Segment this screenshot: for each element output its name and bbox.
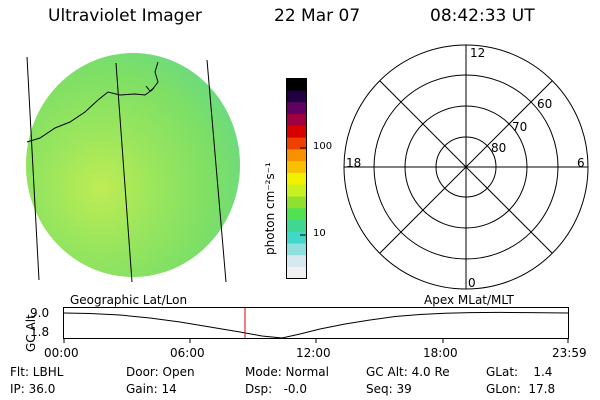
colorbar-tick-100: 100	[313, 141, 333, 152]
x-tick-1200: 12:00	[296, 346, 331, 360]
colorbar-band	[286, 125, 307, 138]
time-label: 08:42:33 UT	[430, 6, 535, 26]
gc-alt-y-min: 1.8	[30, 325, 50, 339]
colorbar-band	[286, 172, 307, 185]
colorbar-band	[286, 137, 307, 150]
lat-label-60: 60	[537, 97, 553, 111]
colorbar-band	[286, 196, 307, 209]
colorbar-band	[286, 219, 307, 232]
x-tick-0000: 00:00	[44, 346, 79, 360]
lat-label-80: 80	[491, 141, 507, 155]
colorbar-band	[286, 90, 307, 103]
gc-alt-y-max: 9.0	[30, 306, 50, 320]
x-tick-0600: 06:00	[170, 346, 205, 360]
status-glat: GLat: 1.4	[486, 365, 553, 379]
colorbar-band	[286, 149, 307, 162]
x-tick-1800: 18:00	[423, 346, 458, 360]
colorbar-band	[286, 184, 307, 197]
colorbar-band	[286, 102, 307, 115]
status-mode: Mode: Normal	[245, 365, 329, 379]
lat-label-70: 70	[512, 120, 528, 134]
colorbar-band	[286, 254, 307, 268]
status-gain: Gain: 14	[126, 382, 177, 396]
color-bar	[286, 78, 307, 279]
mlt-label-0: 0	[468, 276, 476, 290]
status-dsp: Dsp: -0.0	[245, 382, 308, 396]
mlt-label-6: 6	[577, 156, 585, 170]
date-label: 22 Mar 07	[274, 6, 361, 26]
colorbar-band	[286, 78, 307, 91]
mlt-label-12: 12	[470, 46, 486, 60]
x-tick-2359: 23:59	[552, 346, 587, 360]
colorbar-band	[286, 113, 307, 126]
colorbar-tick-10: 10	[313, 228, 326, 239]
status-seq: Seq: 39	[366, 382, 412, 396]
colorbar-band	[286, 160, 307, 173]
colorbar-band	[286, 231, 307, 244]
colorbar-band	[286, 207, 307, 220]
status-ip: IP: 36.0	[10, 382, 56, 396]
instrument-title: Ultraviolet Imager	[48, 6, 202, 26]
timeline-left-title: Geographic Lat/Lon	[70, 293, 188, 307]
colorbar-band	[286, 243, 307, 256]
status-glon: GLon: 17.8	[486, 382, 556, 396]
status-filter: Flt: LBHL	[10, 365, 64, 379]
status-door: Door: Open	[126, 365, 195, 379]
status-gc-alt: GC Alt: 4.0 Re	[366, 365, 450, 379]
mlt-label-18: 18	[346, 156, 362, 170]
timeline-right-title: Apex MLat/MLT	[424, 293, 514, 307]
colorbar-band	[286, 266, 307, 279]
